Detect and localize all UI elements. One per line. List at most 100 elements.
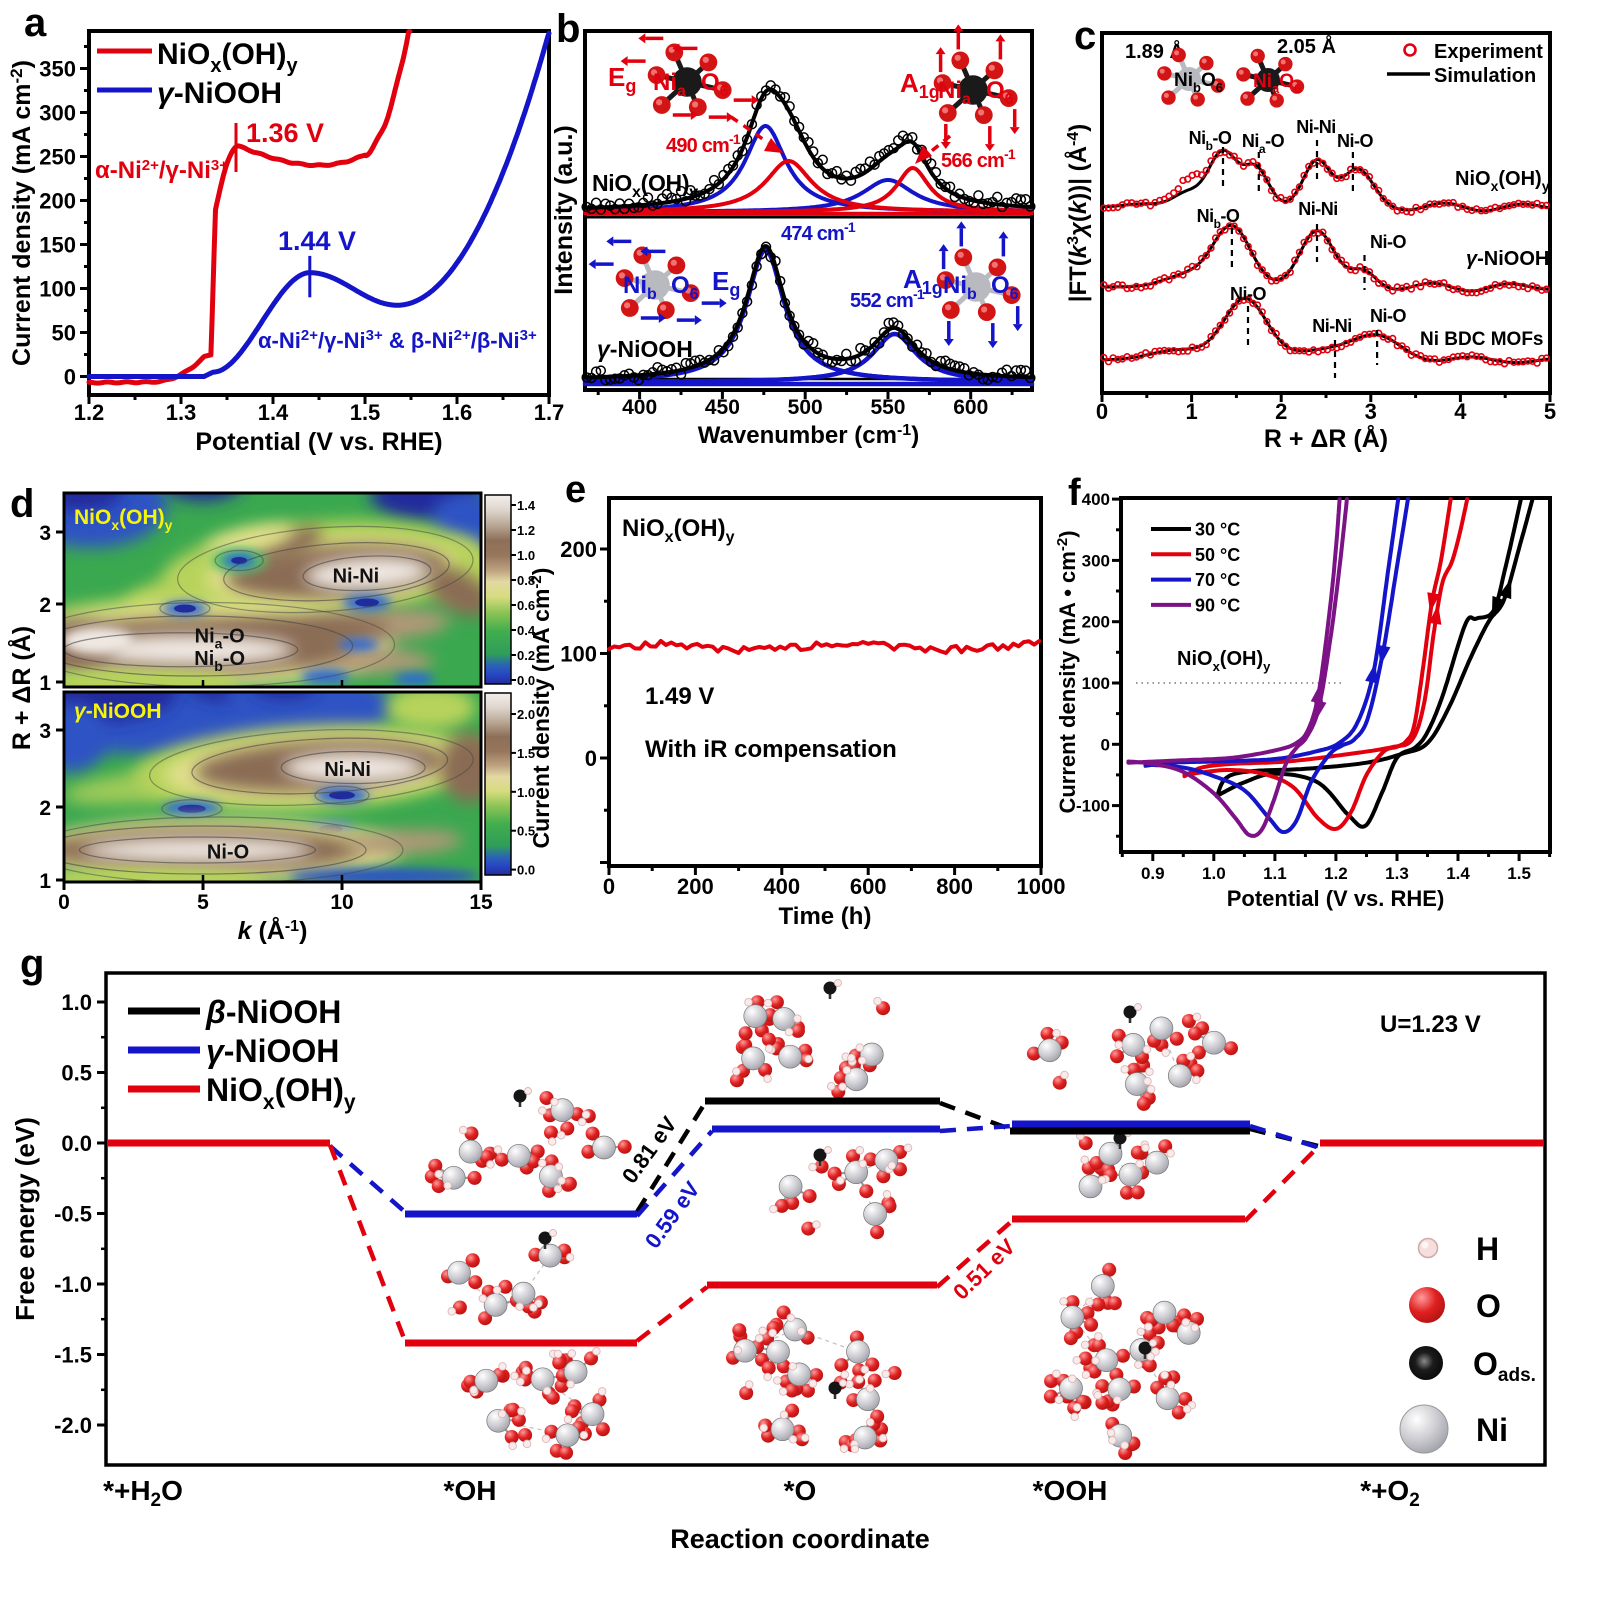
svg-text:NiOx​(OH)y​: NiOx​(OH)y​ <box>622 515 735 546</box>
svg-text:0.9: 0.9 <box>1141 864 1165 883</box>
svg-text:1: 1 <box>39 870 51 893</box>
svg-text:γ-NiOOH: γ-NiOOH <box>157 77 282 110</box>
svg-text:NiOx​(OH)y​: NiOx​(OH)y​ <box>74 506 173 533</box>
svg-text:Current density (mA cm-2​): Current density (mA cm-2​) <box>528 568 554 849</box>
svg-text:e: e <box>565 469 586 511</box>
svg-text:2.05 Å: 2.05 Å <box>1277 34 1336 58</box>
svg-text:Ni BDC MOFs: Ni BDC MOFs <box>1420 329 1544 350</box>
svg-text:0.0: 0.0 <box>517 863 535 878</box>
svg-text:5: 5 <box>197 891 209 914</box>
svg-text:|FT(k3​χ(k))| (Å-4​): |FT(k3​χ(k))| (Å-4​) <box>1064 124 1092 302</box>
svg-text:50: 50 <box>52 321 76 346</box>
svg-text:Reaction coordinate: Reaction coordinate <box>670 1524 930 1554</box>
svg-text:Time (h): Time (h) <box>779 903 872 930</box>
svg-text:200: 200 <box>560 537 597 562</box>
svg-text:500: 500 <box>788 396 823 419</box>
svg-text:d: d <box>10 482 34 526</box>
svg-text:1.3: 1.3 <box>1385 864 1409 883</box>
svg-text:c: c <box>1074 14 1096 58</box>
svg-text:Wavenumber (cm-1​): Wavenumber (cm-1​) <box>698 422 919 449</box>
svg-text:Ni-O: Ni-O <box>1230 284 1266 304</box>
svg-text:Free energy (eV): Free energy (eV) <box>10 1117 40 1321</box>
svg-text:Current density (mA • cm-2​): Current density (mA • cm-2​) <box>1054 530 1080 813</box>
svg-text:100: 100 <box>1082 674 1110 693</box>
svg-text:5: 5 <box>1544 399 1556 424</box>
svg-text:1.3: 1.3 <box>166 400 197 425</box>
svg-text:4: 4 <box>1454 399 1467 424</box>
svg-text:H: H <box>1476 1231 1499 1267</box>
svg-text:1.2: 1.2 <box>517 523 535 538</box>
svg-text:1.0: 1.0 <box>1202 864 1226 883</box>
svg-text:Ni-Ni: Ni-Ni <box>324 759 371 781</box>
svg-text:0: 0 <box>1096 399 1108 424</box>
svg-text:0: 0 <box>603 874 615 899</box>
svg-text:1000: 1000 <box>1017 874 1066 899</box>
svg-text:1.7: 1.7 <box>534 400 565 425</box>
svg-text:450: 450 <box>705 396 740 419</box>
svg-text:550: 550 <box>870 396 905 419</box>
svg-text:3: 3 <box>39 720 51 743</box>
svg-text:90 °C: 90 °C <box>1195 595 1240 615</box>
svg-text:2: 2 <box>1275 399 1287 424</box>
svg-text:1.49 V: 1.49 V <box>645 683 714 710</box>
svg-text:-1.0: -1.0 <box>54 1272 92 1297</box>
svg-text:400: 400 <box>622 396 657 419</box>
svg-text:300: 300 <box>1082 551 1110 570</box>
svg-text:0: 0 <box>1101 735 1110 754</box>
svg-text:600: 600 <box>850 874 887 899</box>
svg-text:0: 0 <box>64 365 76 390</box>
svg-text:*OH: *OH <box>444 1475 497 1506</box>
svg-text:Ni-Ni: Ni-Ni <box>333 566 380 588</box>
svg-text:Ni-O: Ni-O <box>207 842 249 864</box>
svg-text:30 °C: 30 °C <box>1195 520 1240 540</box>
svg-text:α-Ni2+​/γ-Ni3+​ & β-Ni2+​/β-Ni: α-Ni2+​/γ-Ni3+​ & β-Ni2+​/β-Ni3+​ <box>258 327 537 353</box>
svg-text:Potential (V vs. RHE): Potential (V vs. RHE) <box>1227 886 1445 911</box>
svg-text:-0.5: -0.5 <box>54 1202 92 1227</box>
svg-text:*OOH: *OOH <box>1033 1475 1108 1506</box>
svg-text:0: 0 <box>58 891 70 914</box>
svg-text:3: 3 <box>39 522 51 545</box>
svg-text:0.0: 0.0 <box>61 1131 92 1156</box>
svg-text:400: 400 <box>763 874 800 899</box>
svg-text:U=1.23 V: U=1.23 V <box>1380 1011 1481 1038</box>
svg-text:Ni-O: Ni-O <box>1370 232 1406 252</box>
svg-text:0: 0 <box>585 746 597 771</box>
svg-text:1.2: 1.2 <box>74 400 105 425</box>
svg-text:NiOx​(OH)y​: NiOx​(OH)y​ <box>206 1072 356 1114</box>
svg-text:1.44 V: 1.44 V <box>278 226 356 256</box>
svg-text:Ni: Ni <box>1476 1412 1508 1448</box>
svg-text:*+H2​O: *+H2​O <box>103 1475 183 1511</box>
svg-text:1.1: 1.1 <box>1263 864 1287 883</box>
svg-text:1: 1 <box>1185 399 1197 424</box>
svg-text:150: 150 <box>39 233 76 258</box>
svg-text:1.4: 1.4 <box>517 498 536 513</box>
svg-text:0.5: 0.5 <box>61 1061 92 1086</box>
svg-text:Ni-O: Ni-O <box>1337 131 1373 151</box>
svg-text:100: 100 <box>560 642 597 667</box>
svg-text:1: 1 <box>39 672 51 695</box>
svg-text:Simulation: Simulation <box>1434 65 1536 87</box>
svg-text:γ-NiOOH: γ-NiOOH <box>206 1033 339 1069</box>
svg-text:1.6: 1.6 <box>442 400 473 425</box>
svg-text:R + ΔR (Å): R + ΔR (Å) <box>7 626 36 750</box>
svg-text:400: 400 <box>1082 490 1110 509</box>
svg-text:15: 15 <box>469 891 493 914</box>
svg-text:1.36 V: 1.36 V <box>246 118 324 148</box>
svg-text:2: 2 <box>39 797 51 820</box>
svg-text:1.0: 1.0 <box>61 990 92 1015</box>
svg-text:2: 2 <box>39 594 51 617</box>
svg-text:O: O <box>1476 1288 1501 1324</box>
svg-text:600: 600 <box>953 396 988 419</box>
svg-text:β-NiOOH: β-NiOOH <box>205 994 341 1030</box>
svg-text:R + ΔR (Å): R + ΔR (Å) <box>1264 424 1388 453</box>
svg-text:350: 350 <box>39 57 76 82</box>
svg-text:b: b <box>556 7 580 51</box>
svg-text:Ni-Ni: Ni-Ni <box>1296 117 1336 137</box>
svg-text:*O: *O <box>784 1475 817 1506</box>
svg-text:200: 200 <box>1082 613 1110 632</box>
svg-text:1.5: 1.5 <box>350 400 381 425</box>
svg-text:γ-NiOOH: γ-NiOOH <box>74 700 162 723</box>
svg-text:1.4: 1.4 <box>258 400 289 425</box>
svg-text:Potential (V vs. RHE): Potential (V vs. RHE) <box>195 428 442 456</box>
svg-text:a: a <box>24 1 47 45</box>
